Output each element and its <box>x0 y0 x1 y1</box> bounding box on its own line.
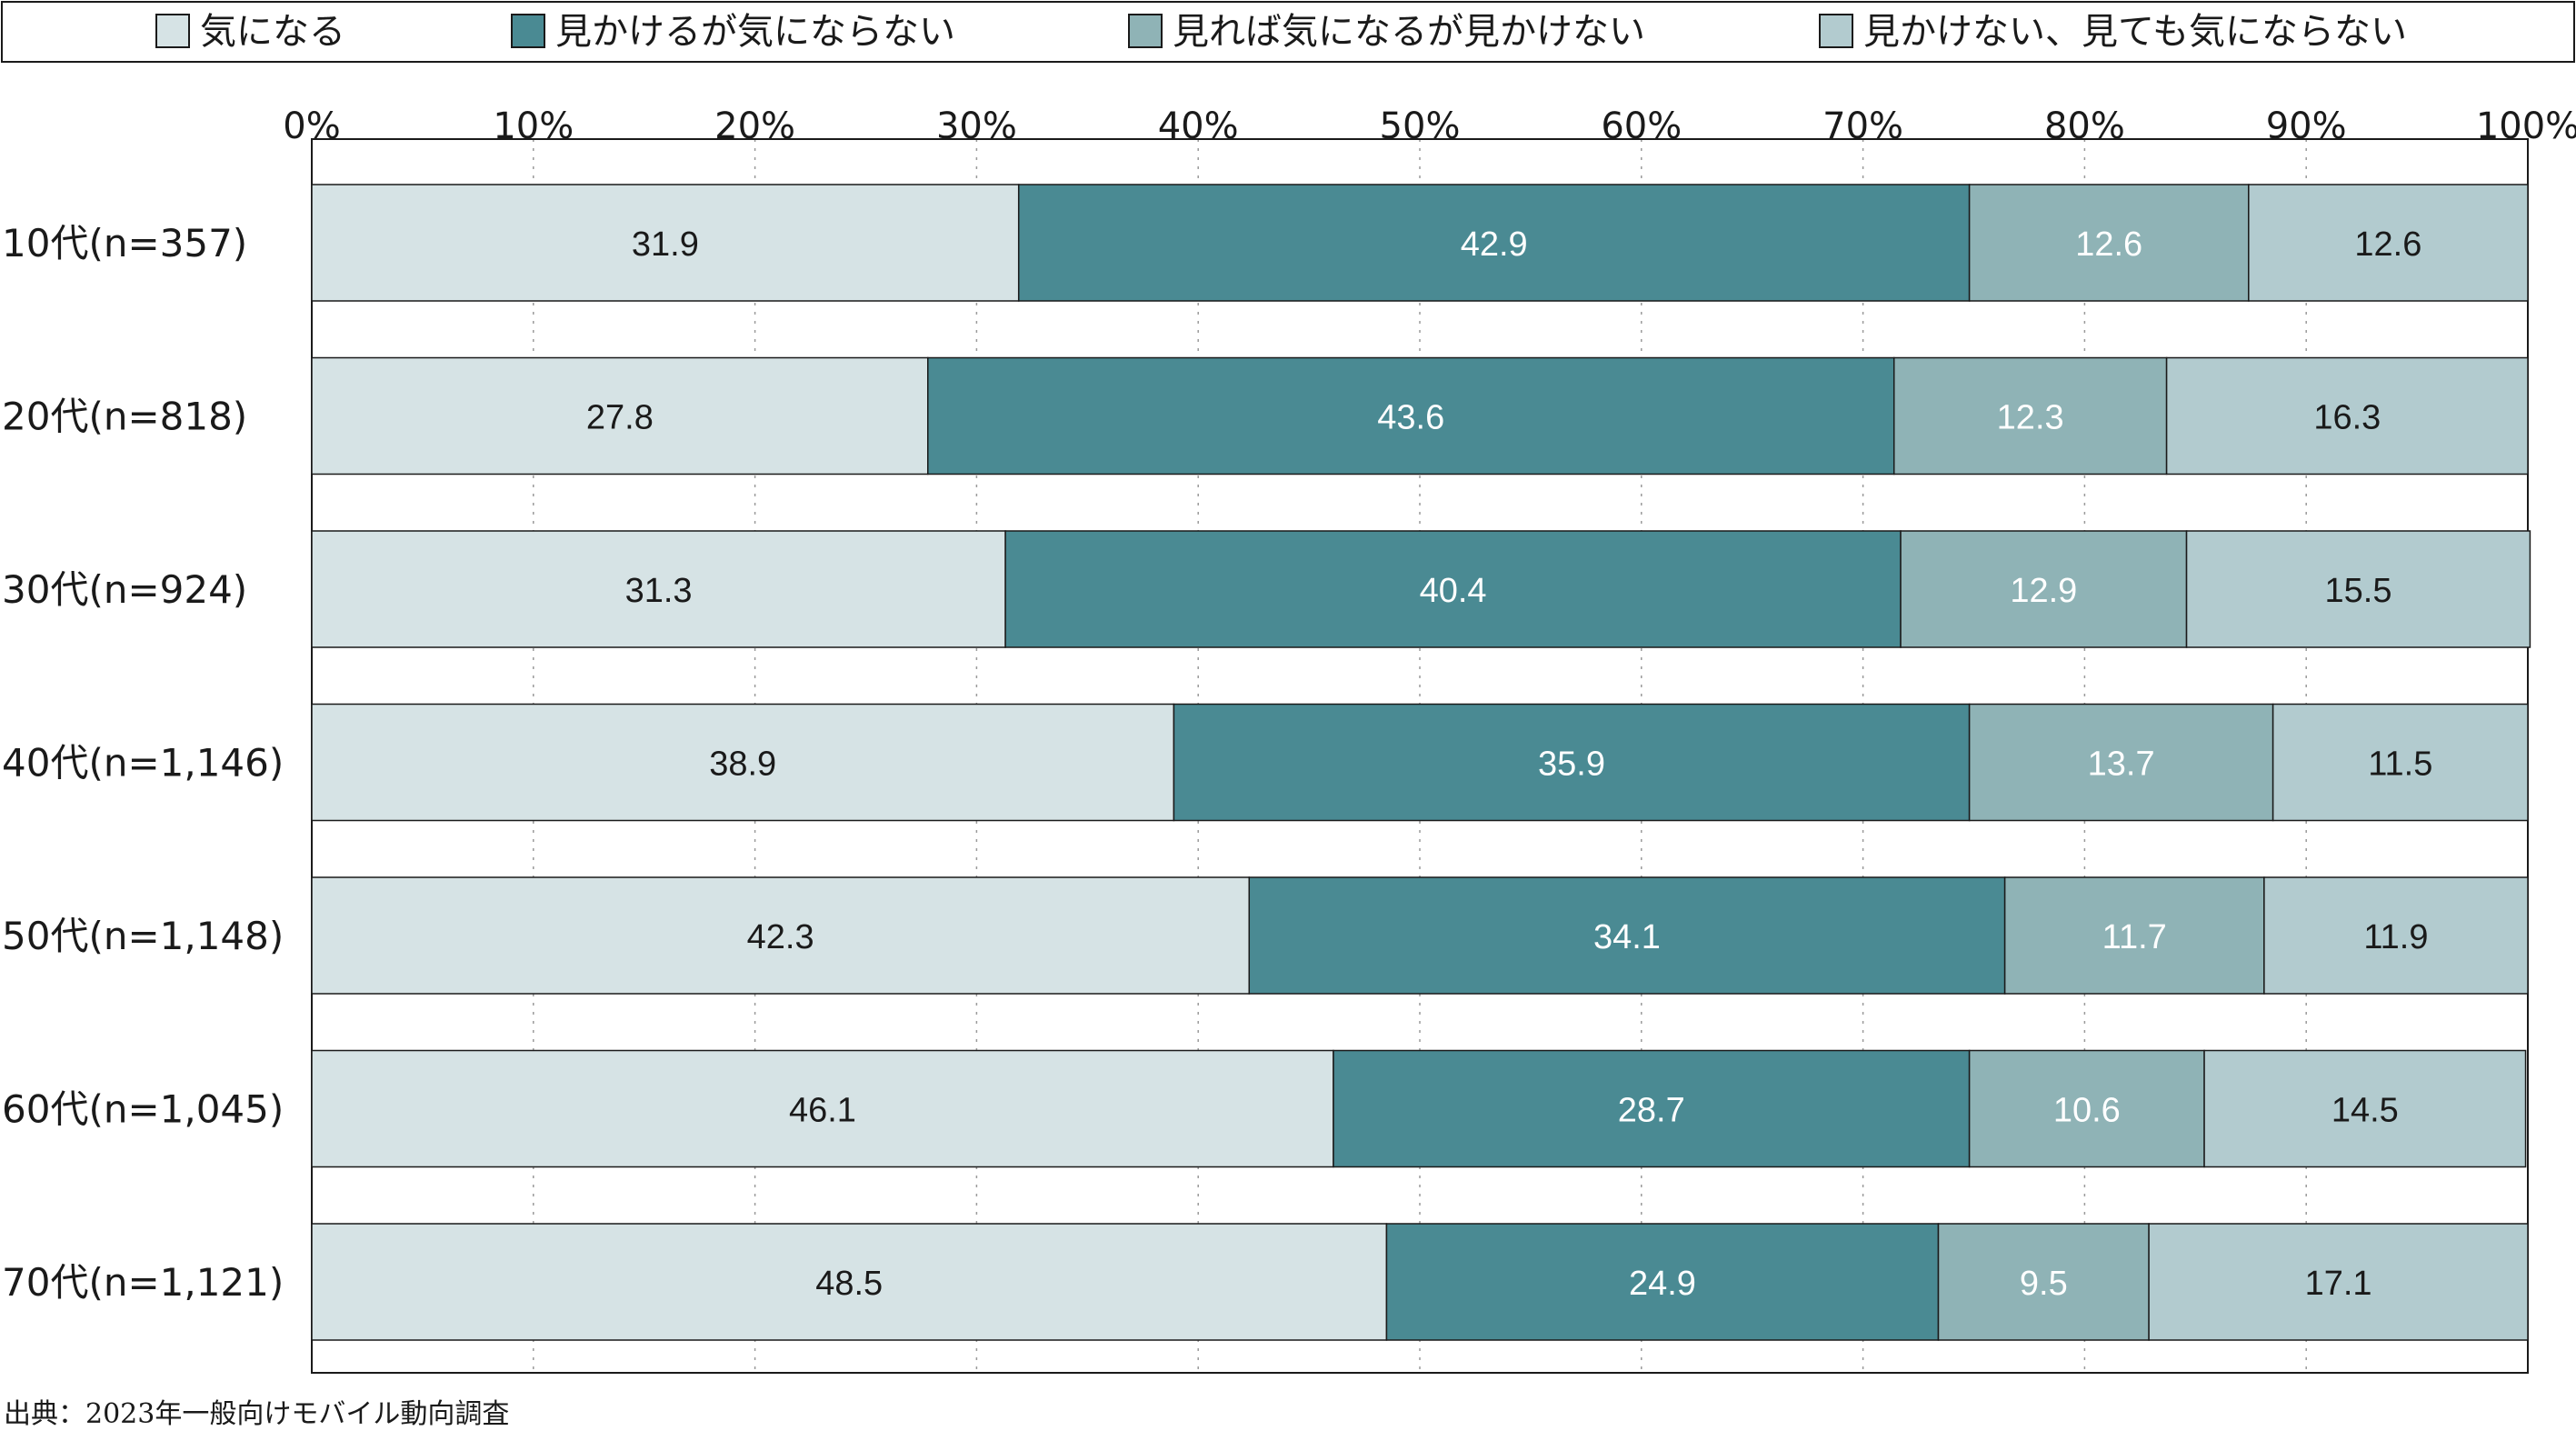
data-label: 38.9 <box>709 746 776 784</box>
data-label: 11.9 <box>2363 918 2428 956</box>
data-label: 27.8 <box>586 399 654 437</box>
category-label: 20代(n=818) <box>2 395 247 439</box>
data-label: 15.5 <box>2325 572 2392 610</box>
legend-swatch <box>511 14 545 48</box>
bar-segment <box>311 184 1020 302</box>
x-tick-label: 100% <box>2476 105 2576 147</box>
bar-segment <box>1968 703 2274 822</box>
data-label: 16.3 <box>2313 399 2381 437</box>
data-label: 14.5 <box>2331 1092 2399 1130</box>
data-label: 42.3 <box>747 918 814 956</box>
bar-segment <box>311 530 1006 648</box>
bar-segment <box>1333 1049 1971 1168</box>
data-label: 24.9 <box>1629 1265 1696 1303</box>
legend: 気になる 見かけるが気にならない 見れば気になるが見かけない 見かけない、見ても気にな… <box>1 1 2575 63</box>
bar-segment <box>1968 184 2250 302</box>
x-tick-label: 90% <box>2266 105 2347 147</box>
bar-segment <box>1892 356 2168 475</box>
data-label: 31.9 <box>632 225 699 264</box>
legend-label: 見かけない、見ても気にならない <box>1863 11 2407 53</box>
legend-frame <box>1 1 2575 63</box>
x-tick-label: 50% <box>1380 105 1461 147</box>
category-label: 70代(n=1,121) <box>2 1260 284 1305</box>
source-note: 出典：2023年一般向けモバイル動向調査 <box>4 1398 510 1430</box>
data-label: 40.4 <box>1420 572 1487 610</box>
category-label: 60代(n=1,045) <box>2 1087 284 1132</box>
legend-swatch <box>1819 14 1853 48</box>
data-label: 34.1 <box>1593 918 1661 956</box>
data-label: 12.6 <box>2075 225 2142 264</box>
bar-segment <box>1173 703 1971 822</box>
x-tick-label: 30% <box>936 105 1017 147</box>
category-label: 30代(n=924) <box>2 567 247 612</box>
data-label: 43.6 <box>1377 399 1444 437</box>
legend-label: 見れば気になるが見かけない <box>1173 11 1645 53</box>
category-labels: 10代(n=357) 20代(n=818) 30代(n=924) 40代(n=1,14… <box>2 221 284 1305</box>
data-label: 17.1 <box>2305 1265 2372 1303</box>
bar-segment <box>1900 530 2188 648</box>
bar-segment <box>927 356 1895 475</box>
data-label: 31.3 <box>625 572 693 610</box>
category-label: 10代(n=357) <box>2 221 247 265</box>
bar-segment <box>1937 1223 2150 1341</box>
bar-segment <box>311 1049 1334 1168</box>
data-label: 12.6 <box>2354 225 2421 264</box>
bar-segment <box>2165 356 2529 475</box>
data-label: 9.5 <box>2020 1265 2068 1303</box>
data-label: 11.5 <box>2368 746 2432 784</box>
bar-segment <box>2148 1223 2529 1341</box>
data-label: 46.1 <box>789 1092 856 1130</box>
x-tick-label: 20% <box>714 105 795 147</box>
bar-segment <box>1385 1223 1940 1341</box>
bar-segment <box>1968 1049 2205 1168</box>
bar-segment <box>2263 876 2529 995</box>
bar-segment <box>2203 1049 2527 1168</box>
bar-segment <box>311 356 929 475</box>
bar-segment <box>2271 703 2529 822</box>
bar-segment <box>311 1223 1388 1341</box>
x-tick-label: 80% <box>2044 105 2125 147</box>
x-tick-label: 60% <box>1601 105 1682 147</box>
bar-segment <box>1017 184 1971 302</box>
bars: 31.9 42.9 12.6 12.6 27.8 43.6 12.3 16.3 31.3 40.4… <box>311 184 2531 1341</box>
bar-segment <box>311 876 1251 995</box>
data-label: 48.5 <box>815 1265 883 1303</box>
bar-segment <box>2248 184 2529 302</box>
bar-segment <box>2185 530 2531 648</box>
data-label: 28.7 <box>1618 1092 1685 1130</box>
legend-swatch <box>1128 14 1163 48</box>
data-label: 12.3 <box>1997 399 2064 437</box>
bar-segment <box>1248 876 2006 995</box>
bar-segment <box>311 703 1175 822</box>
category-label: 40代(n=1,146) <box>2 741 284 786</box>
data-label: 42.9 <box>1461 225 1528 264</box>
x-tick-label: 10% <box>493 105 574 147</box>
legend-label: 見かけるが気にならない <box>555 11 955 53</box>
data-label: 35.9 <box>1538 746 1605 784</box>
legend-label: 気になる <box>200 11 345 53</box>
category-label: 50代(n=1,148) <box>2 914 284 958</box>
data-label: 10.6 <box>2053 1092 2121 1130</box>
x-tick-label: 70% <box>1822 105 1903 147</box>
data-label: 12.9 <box>2010 572 2077 610</box>
legend-swatch <box>155 14 190 48</box>
data-label: 11.7 <box>2102 918 2167 956</box>
data-label: 13.7 <box>2088 746 2155 784</box>
x-tick-label: 40% <box>1158 105 1239 147</box>
bar-segment <box>1004 530 1902 648</box>
